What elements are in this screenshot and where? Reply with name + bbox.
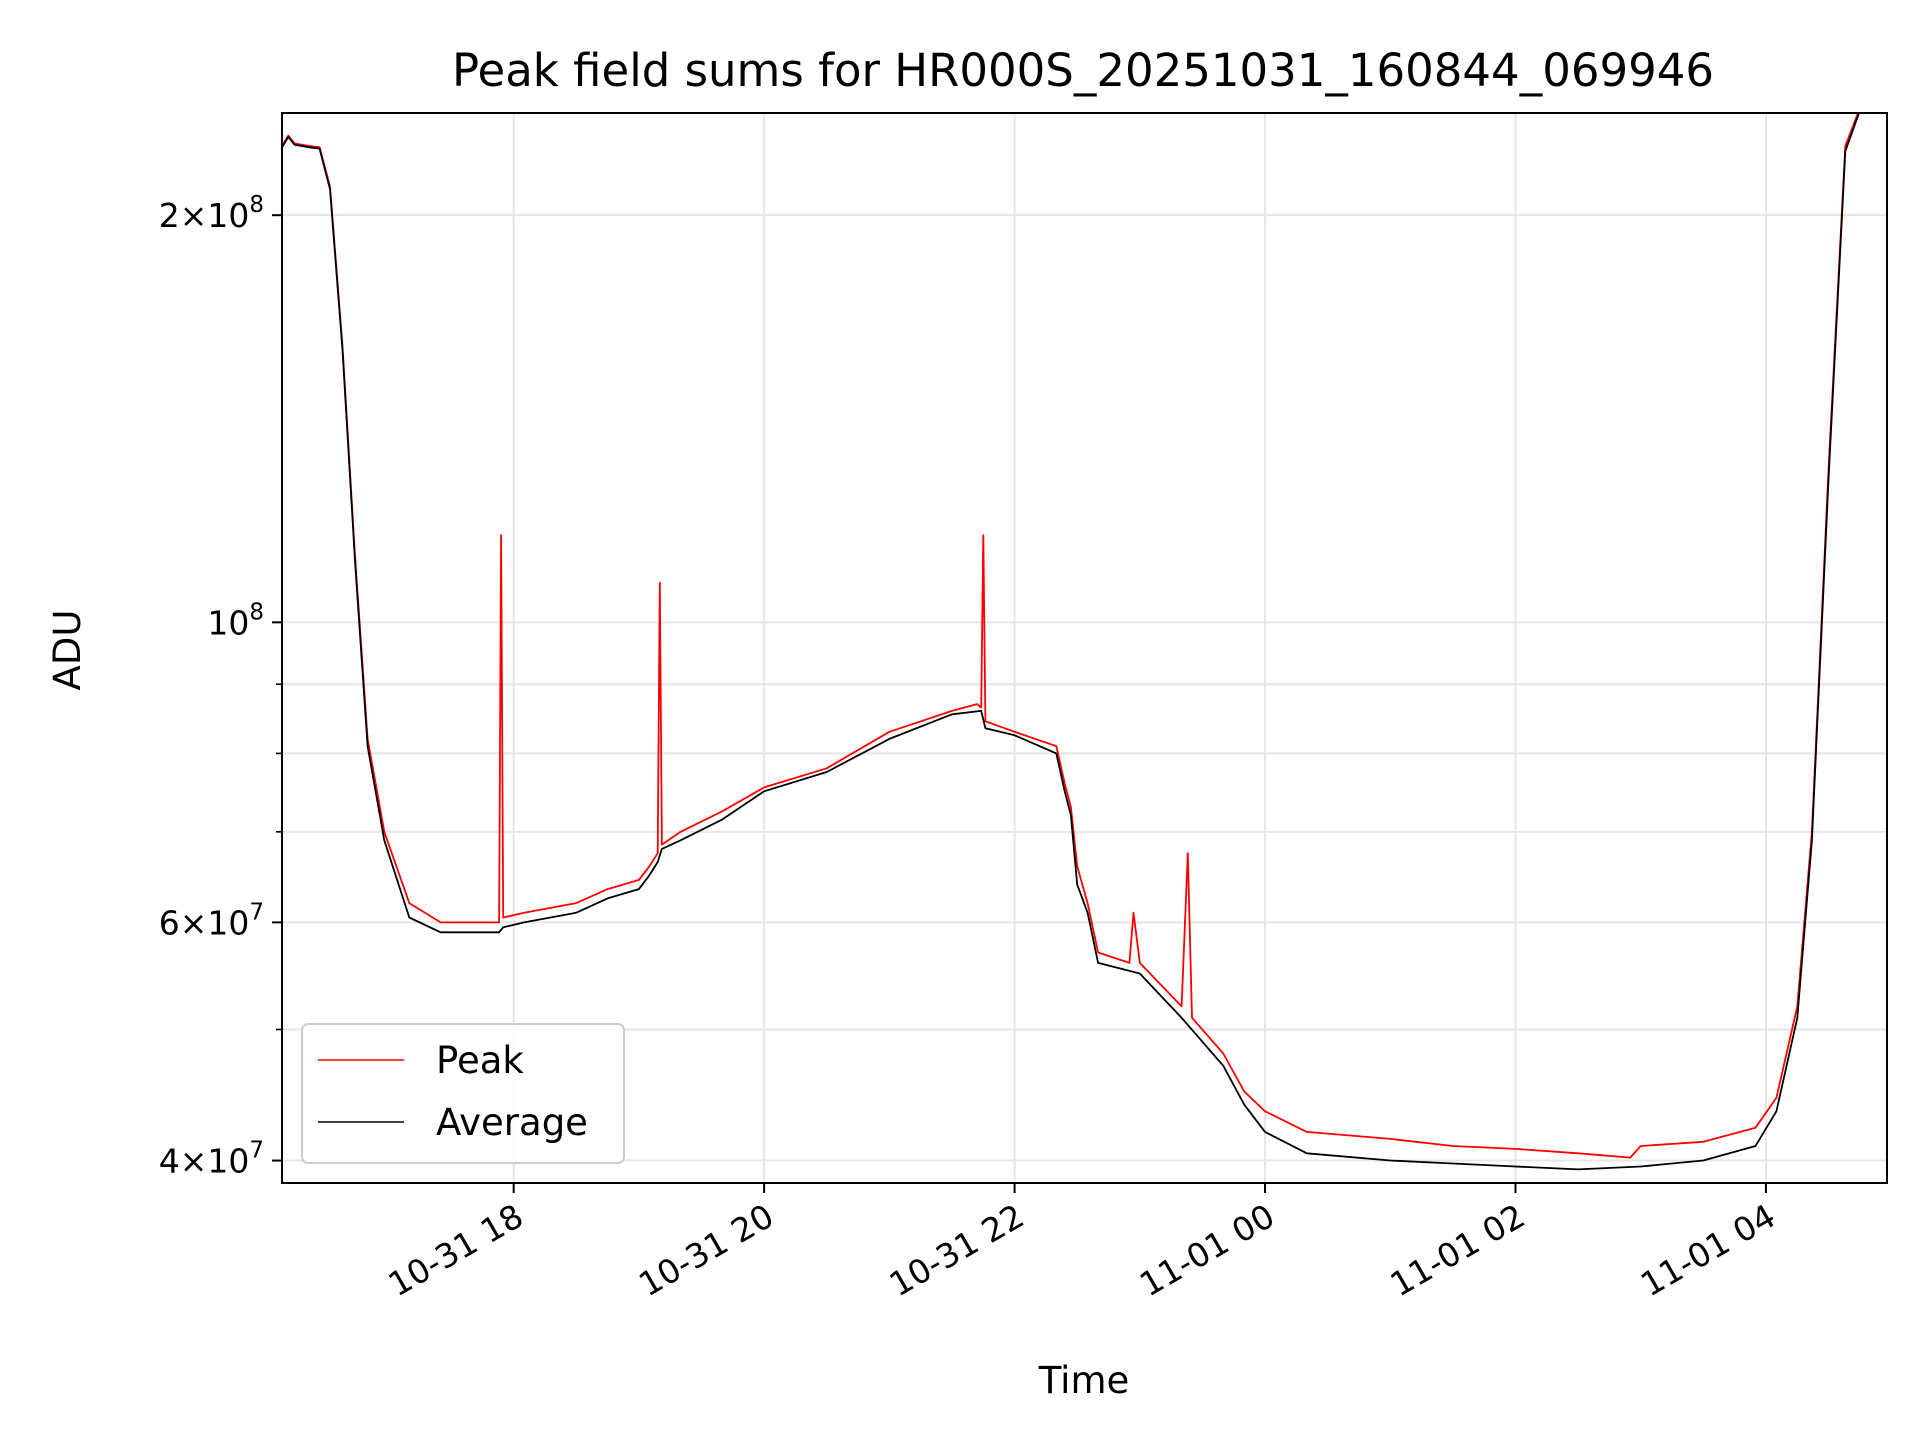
legend-label-average: Average xyxy=(436,1101,588,1144)
gridlines xyxy=(282,113,1887,1183)
series-line-average xyxy=(282,113,1860,1171)
y-axis-ticks: 4×107 6×107 108 2×108 xyxy=(159,192,282,1181)
chart-title: Peak field sums for HR000S_20251031_1608… xyxy=(452,44,1714,97)
y-tick-label: 108 xyxy=(207,599,264,642)
legend-box xyxy=(301,1023,625,1164)
plot-frame xyxy=(281,112,1888,1184)
series-line-peak xyxy=(282,113,1859,1159)
x-axis-label: Time xyxy=(1038,1359,1130,1402)
y-tick-label: 6×107 xyxy=(159,899,264,942)
y-tick-label: 2×108 xyxy=(159,192,264,235)
legend-label-peak: Peak xyxy=(436,1039,524,1082)
legend: Peak Average xyxy=(301,1023,625,1164)
y-axis-label: ADU xyxy=(46,610,89,691)
y-tick-label: 4×107 xyxy=(159,1138,264,1181)
plot-lines xyxy=(282,113,1860,1171)
